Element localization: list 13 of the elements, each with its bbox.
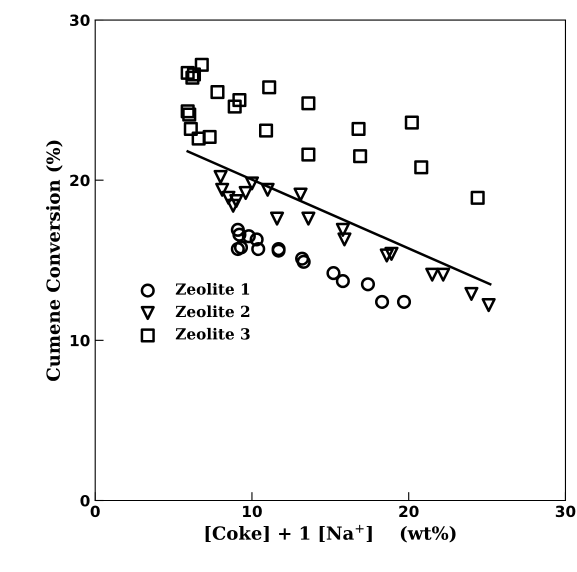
x-axis-title: [Coke] + 1 [Na$^{+}$] (wt%)	[206, 524, 456, 542]
legend-label: Zeolite 3	[176, 328, 250, 340]
y-axis-title: Cumene Conversion (%)	[46, 140, 63, 381]
legend-label: Zeolite 1	[176, 282, 250, 295]
y-tick-label: 10	[70, 334, 90, 346]
x-tick-label: 0	[90, 506, 100, 518]
y-tick-label: 0	[80, 494, 90, 507]
x-tick-label: 30	[556, 506, 576, 518]
y-tick-label: 30	[70, 14, 90, 26]
legend-label: Zeolite 2	[176, 305, 250, 318]
y-tick-label: 20	[70, 174, 90, 186]
x-tick-label: 10	[243, 506, 262, 518]
x-tick-label: 20	[399, 506, 419, 518]
